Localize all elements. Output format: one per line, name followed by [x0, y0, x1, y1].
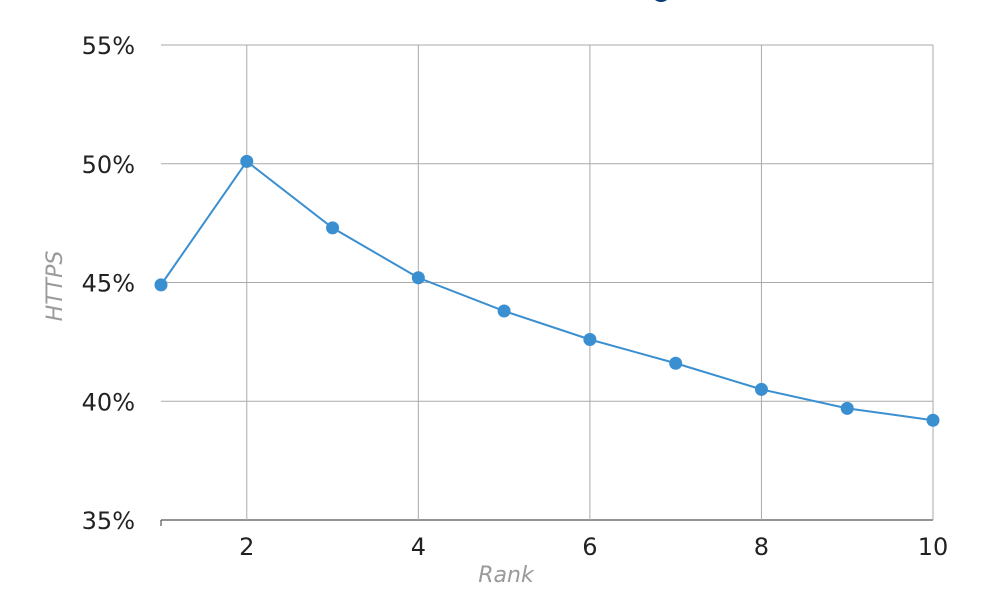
- data-point-rank-10: [926, 413, 940, 427]
- x-axis-title: Rank: [478, 563, 535, 588]
- y-tick-label: 35%: [82, 507, 135, 535]
- x-tick-labels: 2 4 6 8 10: [239, 533, 948, 561]
- series-line: [160, 159, 934, 422]
- y-tick-labels: 35% 40% 45% 50% 55%: [82, 32, 135, 535]
- data-point-rank-3: [326, 221, 340, 235]
- y-tick-label: 40%: [82, 388, 135, 416]
- data-point-rank-7: [669, 356, 683, 370]
- y-axis-title: HTTPS: [43, 251, 68, 322]
- data-point-rank-5: [497, 304, 511, 318]
- x-tick-label: 4: [411, 533, 426, 561]
- series-https: [154, 154, 940, 427]
- y-tick-label: 45%: [82, 270, 135, 298]
- gridlines: [161, 44, 934, 521]
- legend-marker-dot: [655, 0, 667, 2]
- data-point-rank-2: [240, 154, 254, 168]
- data-point-rank-6: [583, 333, 597, 346]
- x-tick-label: 2: [239, 533, 254, 561]
- x-tick-label: 10: [918, 533, 949, 561]
- y-tick-label: 50%: [82, 151, 135, 179]
- x-tick-label: 8: [754, 533, 769, 561]
- data-point-rank-1: [154, 278, 168, 292]
- data-point-rank-4: [411, 271, 425, 285]
- y-tick-label: 55%: [82, 32, 135, 60]
- data-point-rank-9: [840, 401, 854, 415]
- data-point-rank-8: [754, 382, 768, 396]
- x-tick-label: 6: [582, 533, 597, 561]
